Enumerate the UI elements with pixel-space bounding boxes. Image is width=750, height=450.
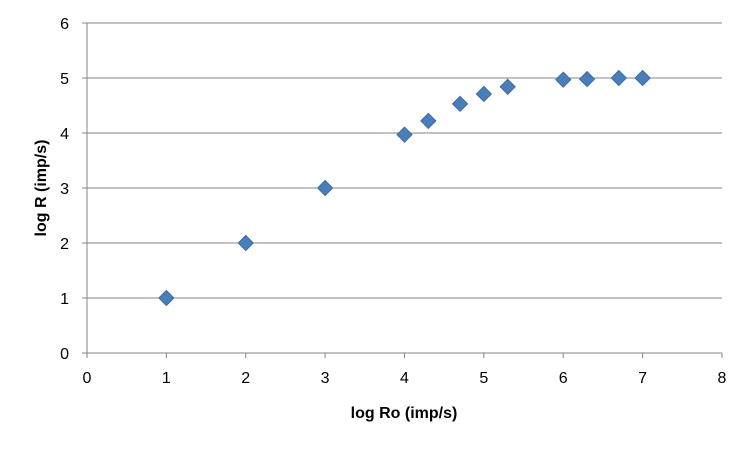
data-point-diamond	[396, 126, 413, 143]
y-tick-label: 6	[60, 16, 69, 33]
x-tick-label: 1	[162, 370, 171, 387]
x-tick-label: 6	[559, 370, 568, 387]
axes	[82, 22, 723, 358]
y-tick-label: 3	[60, 181, 69, 198]
data-point-diamond	[237, 234, 254, 252]
y-tick-label: 5	[60, 71, 69, 88]
y-tick-label: 1	[60, 291, 69, 308]
x-tick-label: 2	[241, 370, 250, 387]
data-point-diamond	[610, 69, 628, 87]
data-point-diamond	[316, 179, 334, 197]
y-tick-label: 0	[60, 346, 69, 363]
x-tick-label: 3	[321, 370, 330, 387]
data-point-diamond	[499, 78, 516, 96]
data-point-diamond	[578, 70, 596, 88]
x-tick-label: 0	[83, 370, 92, 387]
x-tick-label: 4	[400, 370, 409, 387]
data-point-diamond	[451, 95, 469, 113]
data-point-diamond	[420, 112, 437, 130]
data-point-diamond	[634, 69, 651, 87]
data-point-diamond	[158, 289, 175, 307]
y-tick-label: 2	[60, 236, 69, 253]
x-tick-label: 5	[479, 370, 488, 387]
data-points	[158, 69, 651, 307]
y-tick-label: 4	[60, 126, 69, 143]
x-tick-label: 8	[718, 370, 727, 387]
x-axis-title: log Ro (imp/s)	[351, 405, 458, 422]
y-axis-title: log R (imp/s)	[33, 140, 50, 237]
data-point-diamond	[475, 85, 493, 103]
data-point-diamond	[555, 71, 572, 88]
tick-labels: 0 1 2 3 4 5 6 7 8 0 1 2 3 4 5 6	[60, 16, 726, 387]
x-tick-label: 7	[638, 370, 647, 387]
gridlines	[87, 22, 722, 299]
